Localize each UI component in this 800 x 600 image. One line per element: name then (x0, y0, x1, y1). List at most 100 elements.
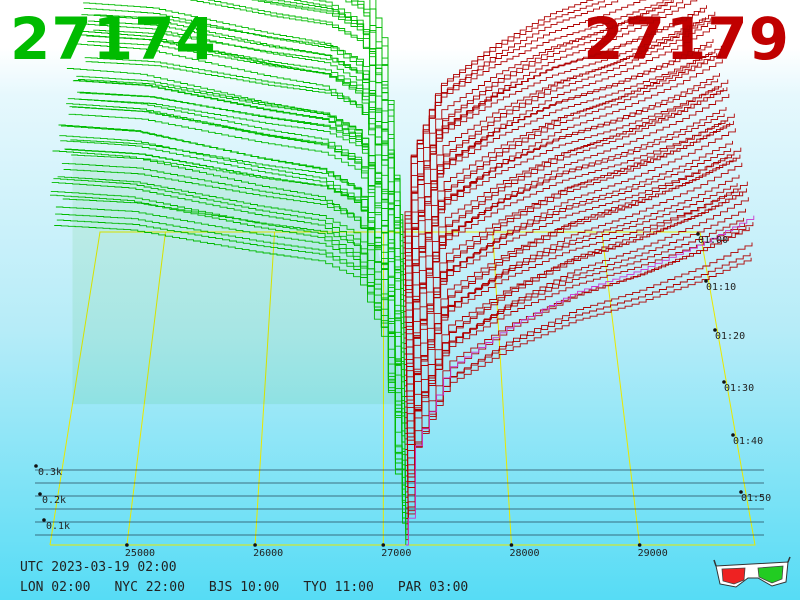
ask-depth-line (403, 5, 707, 275)
bid-depth-line (73, 80, 405, 397)
ask-depth-line (405, 197, 749, 514)
ask-depth-line (405, 147, 742, 472)
bid-depth-line (67, 98, 406, 434)
ask-depth-line (405, 192, 744, 482)
city-times: LON 02:00 NYC 22:00 BJS 10:00 TYO 11:00 PAR … (20, 580, 492, 595)
bid-depth-line (61, 125, 406, 476)
x-tick-label: 29000 (638, 548, 668, 559)
ask-depth-line (404, 45, 722, 360)
ask-depth-line (404, 59, 723, 366)
bid-depth-line (345, 0, 404, 238)
bid-depth-line (68, 113, 406, 429)
depth-tick-dot (38, 492, 42, 496)
x-tick-dot (637, 543, 642, 547)
ask-depth-line (404, 88, 724, 371)
ask-depth-line (402, 0, 670, 233)
ask-depth-line (405, 154, 741, 466)
ask-depth-line (403, 25, 717, 328)
time-tick-dot (731, 433, 735, 437)
ask-depth-line (405, 257, 752, 530)
depth-tick-label: 0.3k (38, 467, 62, 478)
bid-depth-line (58, 124, 406, 492)
ask-depth-line (403, 0, 684, 281)
ask-depth-line (403, 0, 698, 291)
bid-depth-line (50, 190, 407, 540)
depth-tick-label: 0.1k (46, 521, 70, 532)
bid-depth-line (84, 57, 405, 328)
bid-depth-line (82, 23, 405, 344)
ask-depth-line (403, 39, 714, 313)
ask-depth-line (404, 122, 731, 408)
time-tick-label: 01:20 (715, 331, 745, 342)
x-tick-dot (253, 543, 257, 547)
grid-line-x (254, 231, 276, 546)
ask-depth-line (405, 208, 746, 498)
bid-fill (72, 156, 405, 405)
time-tick-dot (722, 380, 726, 384)
depth-tick-dot (42, 518, 46, 522)
ask-depth-line (405, 252, 751, 525)
bid-depth-line (77, 91, 405, 376)
time-tick-dot (713, 328, 717, 332)
ask-depth-line (405, 162, 743, 477)
ask-depth-line (404, 148, 732, 413)
bid-depth-line (61, 162, 406, 471)
time-tick-label: 01:50 (741, 493, 771, 504)
ask-depth-line (405, 223, 746, 493)
ask-depth-line (405, 188, 747, 504)
time-tick-dot (696, 232, 700, 236)
bid-depth-line (52, 150, 407, 530)
city-time-bjs: BJS 10:00 (208, 580, 280, 595)
bid-depth-line (313, 0, 404, 296)
bid-depth-line (83, 2, 405, 339)
grid-line-x (492, 231, 512, 546)
ask-depth-line (402, 0, 647, 238)
ask-depth-line (404, 79, 729, 397)
chart-grid (35, 231, 764, 546)
ask-depth-line (403, 17, 706, 270)
bid-depth-line (78, 98, 405, 365)
ask-depth-line (402, 0, 611, 244)
time-tick-label: 01:40 (733, 436, 763, 447)
bid-depth-line (76, 75, 405, 381)
grid-line-x (601, 231, 641, 546)
ask-price: 27179 (583, 5, 790, 73)
bid-depth-line (54, 225, 407, 519)
bid-depth-line (81, 14, 405, 349)
grid-line-x (126, 231, 166, 546)
bid-depth-line (74, 43, 405, 392)
city-time-lon: LON 02:00 (20, 580, 91, 595)
ask-depth-line (403, 18, 711, 297)
bid-depth-line (50, 194, 407, 545)
ask-depth-line (404, 128, 736, 440)
bid-depth-line (51, 182, 407, 535)
ask-depth-line (403, 51, 713, 307)
ask-depth-line (403, 53, 718, 334)
bid-depth-line (87, 40, 405, 312)
ask-depth-line (405, 189, 739, 456)
x-tick-label: 28000 (509, 548, 539, 559)
ask-depth-line (405, 215, 755, 546)
depth-tick-dot (34, 464, 38, 468)
ask-depth-line (404, 120, 734, 429)
3d-glasses-icon[interactable] (712, 556, 792, 592)
x-tick-label: 26000 (253, 548, 283, 559)
bid-depth-line (57, 176, 406, 498)
ask-depth-line (403, 0, 674, 259)
depth-tick-label: 0.2k (42, 495, 66, 506)
x-tick-dot (509, 543, 514, 547)
bid-depth-line (66, 68, 406, 439)
time-tick-label: 01:00 (698, 235, 728, 246)
ask-depth-line (403, 19, 715, 318)
time-tick-dot (739, 490, 743, 494)
bid-depth-line (259, 0, 404, 264)
ask-depth-line (404, 53, 721, 355)
city-time-nyc: NYC 22:00 (114, 580, 185, 595)
ask-depth-line (405, 222, 754, 541)
ask-depth-line (403, 0, 594, 249)
ask-depth-line (404, 73, 720, 350)
bid-depth-line (66, 103, 406, 445)
x-tick-label: 25000 (125, 548, 155, 559)
depth-layers (50, 0, 755, 546)
